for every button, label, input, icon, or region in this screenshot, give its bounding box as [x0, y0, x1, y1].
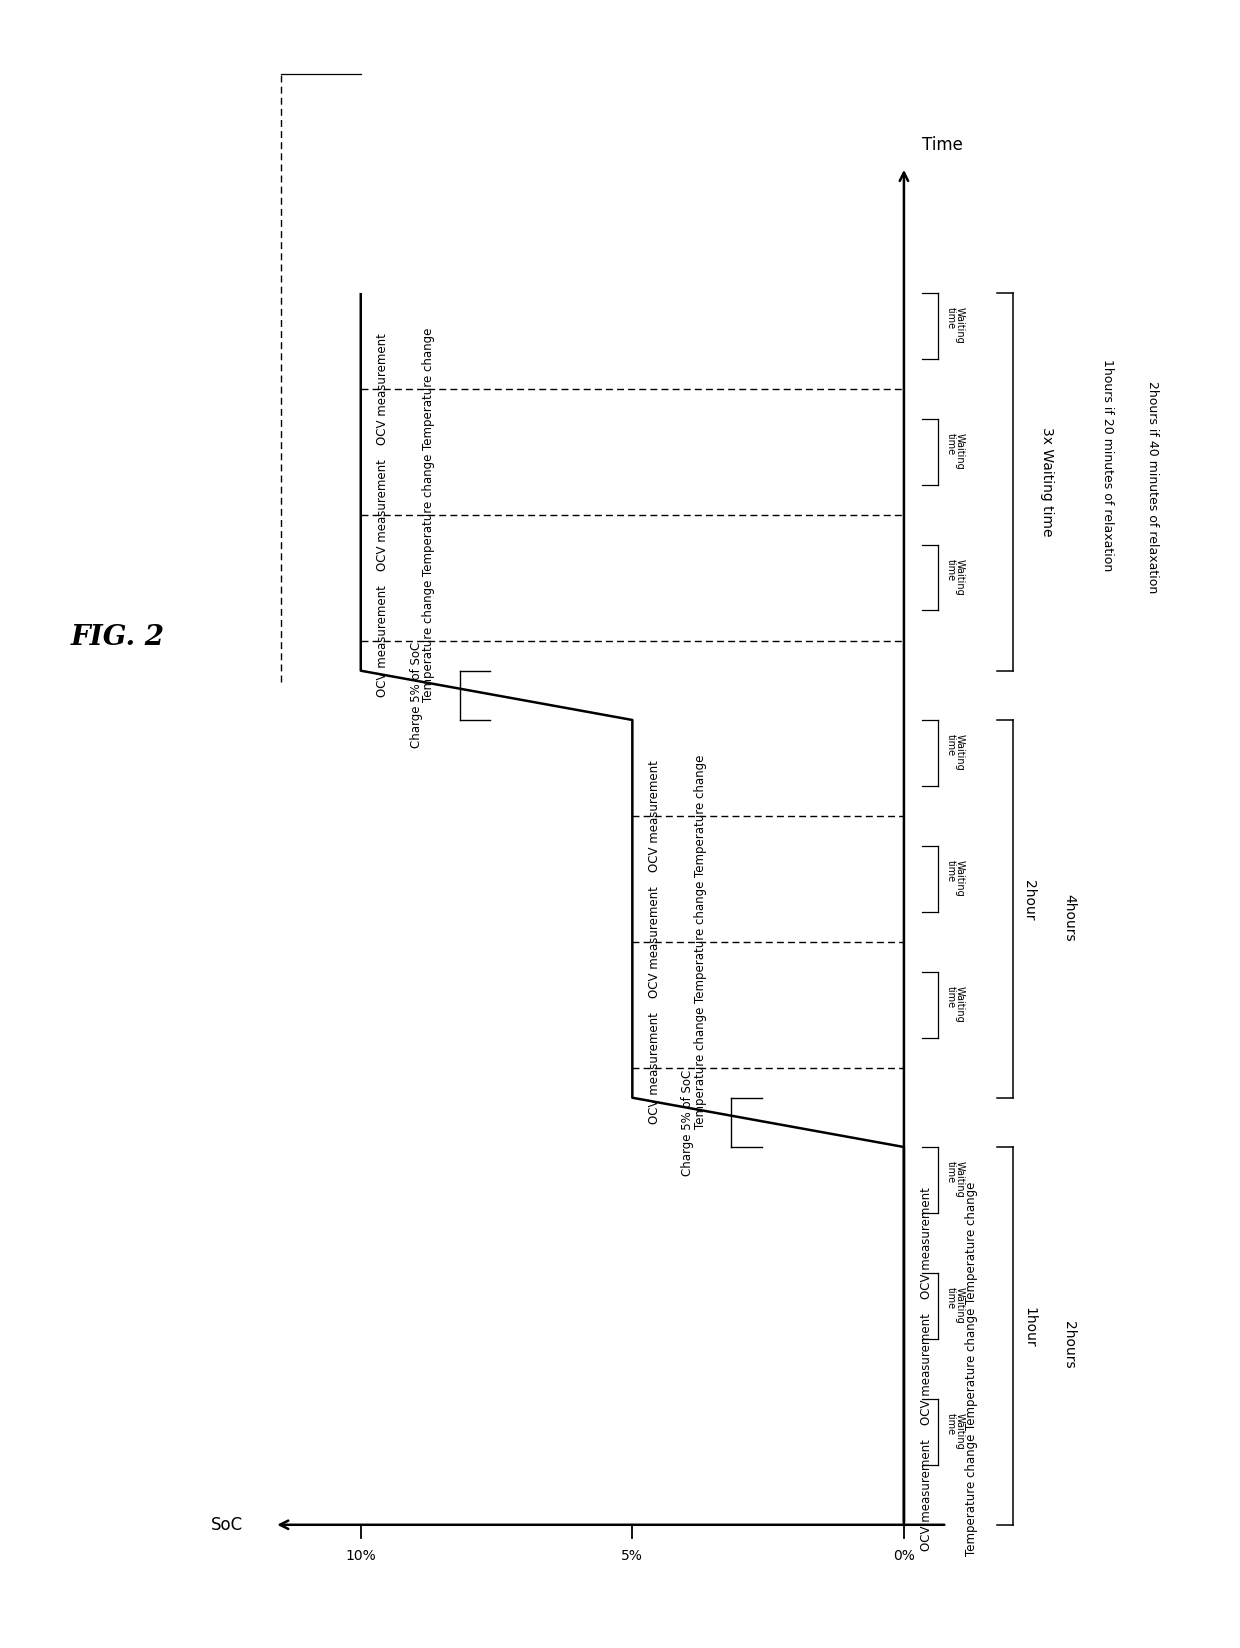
- Text: OCV measurement: OCV measurement: [377, 333, 389, 445]
- Text: Waiting
time: Waiting time: [946, 1287, 965, 1323]
- Text: OCV measurement: OCV measurement: [920, 1313, 932, 1424]
- Text: Waiting
time: Waiting time: [946, 1162, 965, 1198]
- Text: Temperature change: Temperature change: [965, 1434, 978, 1556]
- Text: Charge 5% of SoC: Charge 5% of SoC: [409, 643, 423, 748]
- Text: OCV measurement: OCV measurement: [649, 760, 661, 872]
- Text: Waiting
time: Waiting time: [946, 735, 965, 771]
- Text: Temperature change: Temperature change: [693, 880, 707, 1004]
- Text: Temperature change: Temperature change: [422, 328, 435, 450]
- Text: 1hour: 1hour: [1023, 1307, 1037, 1348]
- Text: OCV measurement: OCV measurement: [920, 1187, 932, 1299]
- Text: 3x Waiting time: 3x Waiting time: [1039, 427, 1054, 537]
- Text: Waiting
time: Waiting time: [946, 986, 965, 1023]
- Text: FIG. 2: FIG. 2: [71, 625, 165, 651]
- Text: Temperature change: Temperature change: [693, 755, 707, 877]
- Text: Temperature change: Temperature change: [693, 1007, 707, 1129]
- Text: OCV measurement: OCV measurement: [649, 885, 661, 997]
- Text: Temperature change: Temperature change: [965, 1307, 978, 1430]
- Text: 4hours: 4hours: [1061, 893, 1076, 941]
- Text: Waiting
time: Waiting time: [946, 860, 965, 897]
- Text: 2hours: 2hours: [1061, 1320, 1076, 1368]
- Text: Charge 5% of SoC: Charge 5% of SoC: [682, 1070, 694, 1175]
- Text: Time: Time: [923, 135, 963, 153]
- Text: Waiting
time: Waiting time: [946, 308, 965, 344]
- Text: Waiting
time: Waiting time: [946, 1414, 965, 1450]
- Text: Temperature change: Temperature change: [422, 580, 435, 702]
- Text: OCV measurement: OCV measurement: [377, 458, 389, 570]
- Text: Temperature change: Temperature change: [965, 1182, 978, 1304]
- Text: Waiting
time: Waiting time: [946, 433, 965, 470]
- Text: 5%: 5%: [621, 1549, 644, 1562]
- Text: 0%: 0%: [893, 1549, 915, 1562]
- Text: OCV measurement: OCV measurement: [649, 1012, 661, 1124]
- Text: Temperature change: Temperature change: [422, 453, 435, 575]
- Text: SoC: SoC: [211, 1516, 243, 1534]
- Text: 10%: 10%: [346, 1549, 376, 1562]
- Text: Waiting
time: Waiting time: [946, 559, 965, 597]
- Text: OCV measurement: OCV measurement: [920, 1439, 932, 1551]
- Text: OCV measurement: OCV measurement: [377, 585, 389, 697]
- Text: 1hours if 20 minutes of relaxation: 1hours if 20 minutes of relaxation: [1101, 359, 1115, 572]
- Text: 2hours if 40 minutes of relaxation: 2hours if 40 minutes of relaxation: [1146, 381, 1159, 593]
- Text: 2hour: 2hour: [1023, 880, 1037, 920]
